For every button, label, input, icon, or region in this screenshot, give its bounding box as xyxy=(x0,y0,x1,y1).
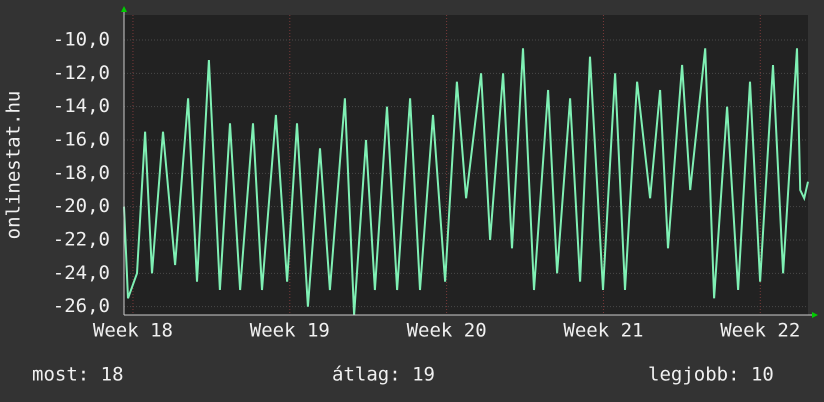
x-tick-label: Week 20 xyxy=(407,320,487,342)
x-tick-label: Week 22 xyxy=(720,320,800,342)
y-tick-label: -20,0 xyxy=(53,195,110,217)
y-tick-label: -12,0 xyxy=(53,62,110,84)
x-tick-label: Week 18 xyxy=(93,320,173,342)
data-line xyxy=(123,48,809,316)
x-arrow xyxy=(812,312,818,318)
y-tick-label: -10,0 xyxy=(53,29,110,51)
footer-current: most: 18 xyxy=(32,364,124,386)
y-tick-label: -24,0 xyxy=(53,262,110,284)
y-axis-label: onlinestat.hu xyxy=(3,91,25,240)
footer-best: legjobb: 10 xyxy=(648,364,774,386)
y-tick-label: -16,0 xyxy=(53,129,110,151)
y-tick-label: -14,0 xyxy=(53,95,110,117)
y-tick-label: -26,0 xyxy=(53,295,110,317)
x-tick-label: Week 19 xyxy=(250,320,330,342)
x-tick-label: Week 21 xyxy=(563,320,643,342)
y-arrow xyxy=(121,6,127,12)
footer-average: átlag: 19 xyxy=(332,364,435,386)
y-tick-label: -18,0 xyxy=(53,162,110,184)
y-tick-label: -22,0 xyxy=(53,229,110,251)
